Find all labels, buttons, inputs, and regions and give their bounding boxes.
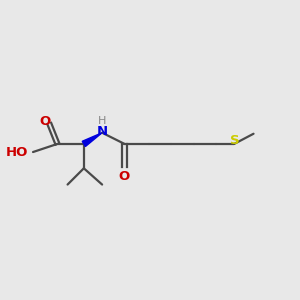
Text: H: H bbox=[98, 116, 106, 126]
Polygon shape bbox=[82, 133, 102, 146]
Text: O: O bbox=[40, 115, 51, 128]
Text: N: N bbox=[97, 125, 108, 138]
Text: S: S bbox=[230, 134, 240, 147]
Text: HO: HO bbox=[6, 146, 28, 158]
Text: O: O bbox=[119, 170, 130, 183]
